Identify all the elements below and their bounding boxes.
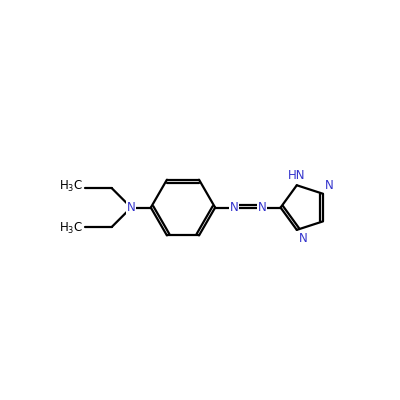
Text: N: N bbox=[325, 179, 334, 192]
Text: N: N bbox=[127, 201, 136, 214]
Text: H$_3$C: H$_3$C bbox=[59, 221, 83, 236]
Text: N: N bbox=[299, 232, 308, 245]
Text: HN: HN bbox=[288, 169, 306, 182]
Text: H$_3$C: H$_3$C bbox=[59, 179, 83, 194]
Text: N: N bbox=[258, 201, 267, 214]
Text: N: N bbox=[230, 201, 238, 214]
